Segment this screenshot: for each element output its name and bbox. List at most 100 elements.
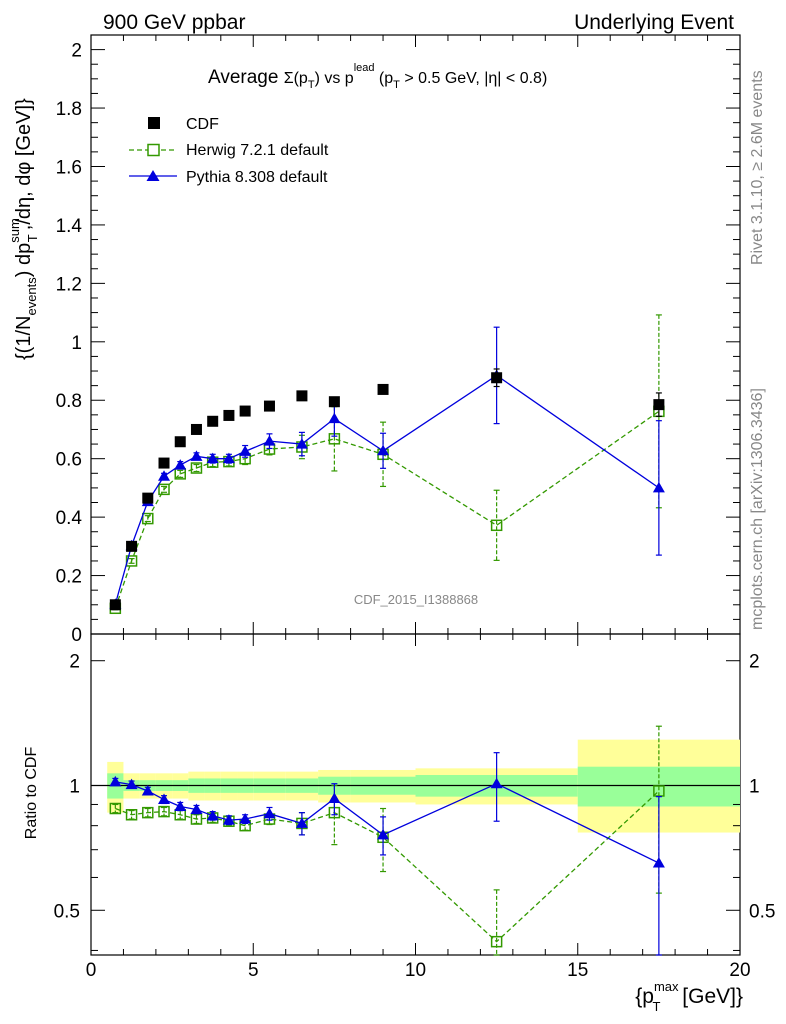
pythia-8-308-default-point — [295, 817, 308, 828]
y-tick-label: 0.2 — [56, 567, 82, 588]
legend-cdf-label: CDF — [186, 116, 219, 133]
pythia-8-308-default-point — [158, 470, 171, 481]
cdf-point — [263, 400, 275, 412]
x-tick-label: 10 — [405, 960, 426, 981]
ratio-y-tick-label: 2 — [69, 652, 80, 673]
pythia-8-308-default-point — [190, 450, 203, 461]
plot-title: Average Σ(pT) vs plead (pT > 0.5 GeV, |η… — [208, 62, 547, 91]
cdf-point — [491, 372, 503, 384]
ratio-y-tick-label-right: 1 — [749, 776, 760, 797]
cdf-point — [377, 383, 389, 395]
xlabel-sup-max: max — [654, 979, 679, 994]
cdf-point — [328, 396, 340, 408]
pythia-8-308-default-point — [190, 803, 203, 815]
legend-cdf-marker — [148, 117, 160, 129]
pythia-8-308-default-point — [174, 800, 187, 811]
cdf-point — [190, 423, 202, 435]
main-ylabel: {(1/Nevents) dpsum T ,/dη, dφ [GeV]} — [7, 98, 40, 360]
pythia-8-308-default-point — [158, 793, 171, 805]
herwig-7-2-1-default-point — [109, 802, 122, 815]
legend-herwig-marker — [147, 143, 160, 157]
cdf-point — [109, 599, 121, 611]
herwig-7-2-1-default-point — [125, 555, 138, 567]
xlabel-sub-t: T — [653, 999, 661, 1014]
title-pre: Average — [208, 67, 284, 88]
ylabel-sup-sum: sum — [7, 218, 22, 243]
header-right: Underlying Event — [574, 11, 734, 34]
ratio-y-tick-label: 0.5 — [54, 901, 80, 922]
title-post2: > 0.5 GeV, |η| < 0.8) — [400, 70, 547, 87]
herwig-7-2-1-default-point — [125, 809, 138, 821]
pythia-8-308-default-line — [114, 374, 660, 605]
pythia-8-308-default-point — [239, 445, 252, 456]
pythia-8-308-default-point — [222, 814, 235, 825]
pythia-8-308-default-point — [328, 412, 341, 424]
cdf-point — [296, 390, 308, 402]
mcplots-label: mcplots.cern.ch [arXiv:1306.3436] — [749, 388, 766, 630]
rivet-label: Rivet 3.1.10, ≥ 2.6M events — [749, 70, 766, 265]
cdf-point — [142, 492, 154, 504]
pythia-8-308-default-point — [263, 435, 276, 446]
main-plot: 0 5 10 15 20 0 0.2 0.4 0.6 0.8 1 1.2 1.4 1.6 1.8 2 — [56, 34, 751, 981]
x-tick-label: 15 — [567, 960, 588, 981]
ylabel-mid: ) dp — [13, 243, 35, 277]
y-tick-label: 0 — [71, 625, 82, 646]
title-mid: ) vs p — [315, 70, 354, 87]
pythia-8-308-default-point — [490, 777, 503, 789]
ratio-ylabel: Ratio to CDF — [23, 747, 40, 840]
cdf-point — [174, 436, 186, 448]
pythia-8-308-default-point — [206, 452, 219, 464]
title-post: (p — [374, 70, 393, 87]
pythia-8-308-default-point — [174, 459, 187, 470]
ratio-y-tick-label-right: 0.5 — [749, 901, 775, 922]
cdf-point — [126, 540, 138, 552]
cdf-point — [158, 457, 170, 469]
pythia-8-308-default-point — [377, 828, 390, 840]
pythia-8-308-default-point — [222, 452, 235, 464]
pythia-8-308-default-point — [125, 778, 138, 790]
y-tick-label: 1.8 — [56, 99, 82, 120]
legend-pythia-label: Pythia 8.308 default — [186, 169, 328, 186]
cdf-point — [207, 415, 219, 427]
pythia-8-308-default-point — [377, 444, 390, 456]
ylabel-sub-events: events — [24, 277, 39, 316]
legend: CDF Herwig 7.2.1 default Pythia 8.308 de… — [129, 116, 329, 186]
herwig-7-2-1-default-point — [653, 785, 665, 797]
pythia-8-308-default-point — [652, 857, 665, 868]
y-tick-label: 0.6 — [56, 450, 82, 471]
title-sub-t: T — [308, 79, 315, 91]
pythia-8-308-default-point — [295, 438, 308, 449]
herwig-7-2-1-default-point — [490, 519, 503, 532]
y-tick-label: 1.2 — [56, 274, 82, 295]
cdf-point — [239, 405, 251, 417]
ylabel-post: ,/dη, dφ [GeV]} — [13, 98, 35, 230]
title-sub-t2: T — [393, 79, 400, 91]
x-tick-label: 5 — [248, 960, 259, 981]
title-sup-lead: lead — [354, 62, 375, 74]
pythia-8-308-default-point — [206, 809, 219, 821]
herwig-7-2-1-default-point — [142, 512, 154, 525]
herwig-7-2-1-default-point — [158, 805, 170, 818]
pythia-8-308-default-point — [328, 792, 341, 804]
legend-pythia-marker — [146, 170, 160, 181]
title-sigma: Σ(p — [284, 70, 308, 87]
y-tick-label: 0.4 — [56, 508, 83, 529]
herwig-7-2-1-default-point — [158, 483, 170, 496]
y-tick-label: 1.4 — [56, 216, 83, 237]
pythia-8-308-default-point — [109, 775, 122, 787]
xlabel: {pmax T [GeV]} — [635, 979, 743, 1014]
herwig-7-2-1-default-line — [114, 410, 660, 609]
ylabel-pre: {(1/N — [13, 316, 35, 360]
pythia-8-308-default-point — [263, 807, 276, 819]
header-left: 900 GeV ppbar — [103, 11, 245, 34]
x-tick-label: 20 — [729, 960, 750, 981]
ratio-y-tick-label-right: 2 — [749, 652, 760, 673]
ratio-plot: 0.5 0.5 1 1 2 2 — [54, 652, 775, 956]
legend-herwig-label: Herwig 7.2.1 default — [186, 142, 329, 159]
herwig-7-2-1-default-point — [490, 935, 503, 948]
cdf-point — [223, 409, 235, 421]
y-tick-label: 1.6 — [56, 157, 82, 178]
herwig-7-2-1-default-point — [190, 462, 203, 474]
xlabel-pre: {p — [635, 985, 654, 1008]
